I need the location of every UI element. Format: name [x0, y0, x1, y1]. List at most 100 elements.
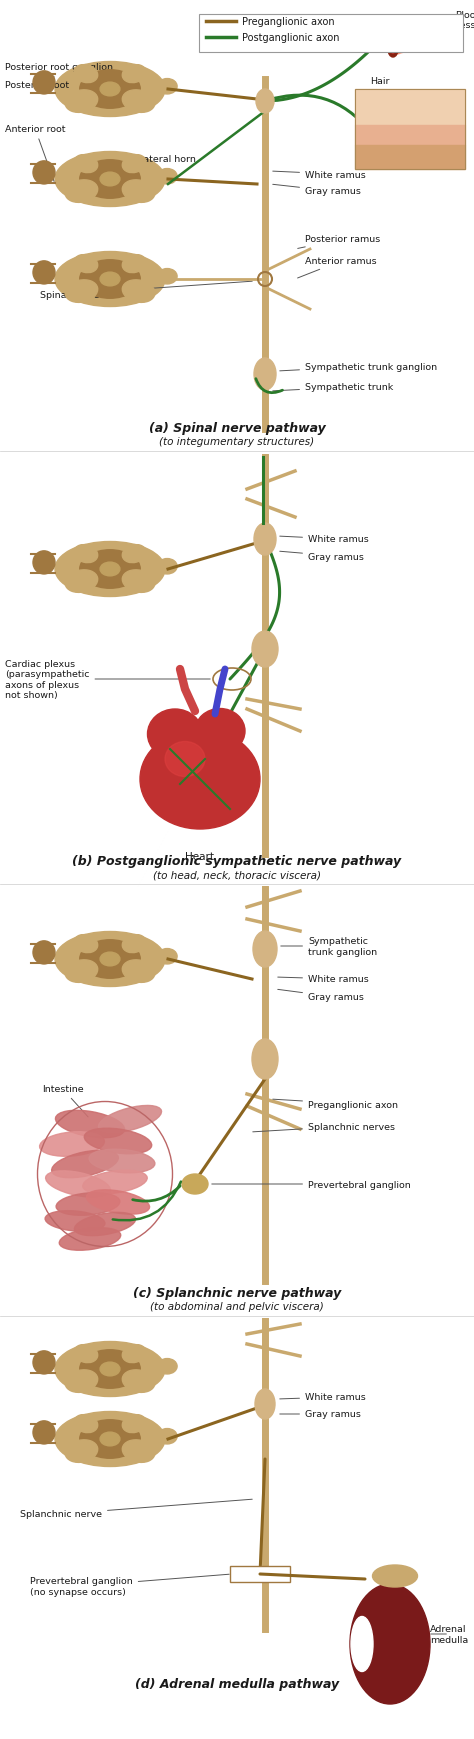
Text: Lateral horn: Lateral horn [138, 155, 196, 176]
Ellipse shape [74, 1344, 98, 1363]
Text: Posterior root: Posterior root [5, 80, 69, 89]
Text: Sympathetic
trunk ganglion: Sympathetic trunk ganglion [281, 937, 377, 956]
Ellipse shape [74, 256, 98, 273]
Ellipse shape [122, 181, 155, 203]
Ellipse shape [80, 1421, 140, 1459]
Ellipse shape [74, 1212, 136, 1236]
Ellipse shape [100, 1433, 120, 1447]
Text: Postganglionic axon: Postganglionic axon [242, 33, 339, 43]
Ellipse shape [65, 90, 98, 113]
Ellipse shape [140, 730, 260, 830]
Ellipse shape [80, 160, 140, 200]
Text: Gray ramus: Gray ramus [278, 989, 364, 1002]
Text: Spinal nerve: Spinal nerve [40, 282, 252, 299]
Ellipse shape [165, 743, 205, 777]
Polygon shape [390, 24, 460, 56]
Ellipse shape [122, 256, 146, 273]
Ellipse shape [254, 358, 276, 391]
Ellipse shape [55, 543, 165, 596]
Text: Prevertebral ganglion: Prevertebral ganglion [212, 1179, 411, 1189]
Ellipse shape [59, 1228, 121, 1250]
Ellipse shape [100, 953, 120, 967]
Text: Splanchnic nerves: Splanchnic nerves [253, 1122, 395, 1132]
Ellipse shape [33, 261, 55, 285]
Ellipse shape [55, 932, 165, 988]
Ellipse shape [256, 90, 274, 115]
Ellipse shape [157, 169, 177, 184]
Ellipse shape [122, 155, 146, 174]
Ellipse shape [100, 83, 120, 97]
Ellipse shape [100, 563, 120, 577]
Ellipse shape [40, 1132, 104, 1156]
Text: Anterior root: Anterior root [5, 125, 65, 183]
Ellipse shape [122, 1416, 146, 1433]
Ellipse shape [65, 1370, 98, 1393]
Ellipse shape [46, 1170, 110, 1198]
Text: (c) Splanchnic nerve pathway: (c) Splanchnic nerve pathway [133, 1287, 341, 1299]
Text: Posterior root ganglion: Posterior root ganglion [5, 63, 113, 80]
Ellipse shape [80, 71, 140, 110]
Ellipse shape [55, 1412, 165, 1466]
Ellipse shape [84, 1129, 152, 1155]
Ellipse shape [373, 1565, 418, 1588]
Ellipse shape [157, 949, 177, 965]
Ellipse shape [55, 153, 165, 207]
Text: Gray ramus: Gray ramus [273, 184, 361, 197]
Text: Adrenal
medulla: Adrenal medulla [430, 1624, 468, 1643]
Bar [355, 146, 465, 170]
Text: (to abdominal and pelvic viscera): (to abdominal and pelvic viscera) [150, 1301, 324, 1311]
Text: Posterior ramus: Posterior ramus [298, 235, 380, 249]
Text: Arrector pili and
sweat glands: Arrector pili and sweat glands [370, 110, 447, 130]
Ellipse shape [89, 1149, 155, 1174]
Ellipse shape [122, 1370, 155, 1393]
Ellipse shape [122, 90, 155, 113]
Ellipse shape [83, 1170, 147, 1195]
Ellipse shape [195, 710, 245, 755]
Ellipse shape [33, 941, 55, 965]
Ellipse shape [122, 1344, 146, 1363]
Text: White ramus: White ramus [280, 536, 369, 544]
Ellipse shape [122, 66, 146, 83]
Ellipse shape [157, 1429, 177, 1443]
Ellipse shape [252, 1040, 278, 1080]
FancyBboxPatch shape [199, 16, 463, 52]
Ellipse shape [65, 570, 98, 593]
Text: Intestine: Intestine [42, 1085, 88, 1116]
Ellipse shape [80, 941, 140, 979]
Bar [355, 125, 465, 146]
Ellipse shape [45, 1210, 105, 1231]
Ellipse shape [253, 932, 277, 967]
Text: Heart: Heart [185, 852, 215, 861]
Text: Preganglionic axon: Preganglionic axon [242, 17, 335, 28]
Ellipse shape [86, 1189, 150, 1214]
Text: Prevertebral ganglion
(no synapse occurs): Prevertebral ganglion (no synapse occurs… [30, 1574, 229, 1596]
Ellipse shape [65, 960, 98, 983]
Text: Sympathetic trunk: Sympathetic trunk [273, 383, 393, 393]
Ellipse shape [33, 1421, 55, 1443]
Ellipse shape [65, 280, 98, 303]
Text: Splanchnic nerve: Splanchnic nerve [20, 1499, 252, 1518]
Ellipse shape [122, 546, 146, 563]
Text: Anterior ramus: Anterior ramus [298, 257, 377, 278]
Text: White ramus: White ramus [273, 170, 366, 179]
Text: Gray ramus: Gray ramus [280, 551, 364, 562]
Text: White ramus: White ramus [278, 976, 369, 984]
Ellipse shape [80, 551, 140, 590]
Text: Sympathetic trunk ganglion: Sympathetic trunk ganglion [280, 362, 437, 372]
Ellipse shape [74, 155, 98, 174]
Ellipse shape [254, 523, 276, 556]
Ellipse shape [391, 45, 395, 54]
FancyBboxPatch shape [230, 1567, 290, 1582]
Ellipse shape [33, 551, 55, 574]
Ellipse shape [350, 1584, 430, 1704]
Ellipse shape [65, 181, 98, 203]
Ellipse shape [147, 710, 202, 760]
Ellipse shape [122, 1440, 155, 1462]
Ellipse shape [74, 546, 98, 563]
Text: (to integumentary structures): (to integumentary structures) [159, 436, 315, 447]
Bar [355, 90, 465, 125]
Ellipse shape [74, 936, 98, 953]
Ellipse shape [56, 1193, 120, 1216]
Text: Preganglionic axon: Preganglionic axon [273, 1099, 398, 1109]
Ellipse shape [65, 1440, 98, 1462]
